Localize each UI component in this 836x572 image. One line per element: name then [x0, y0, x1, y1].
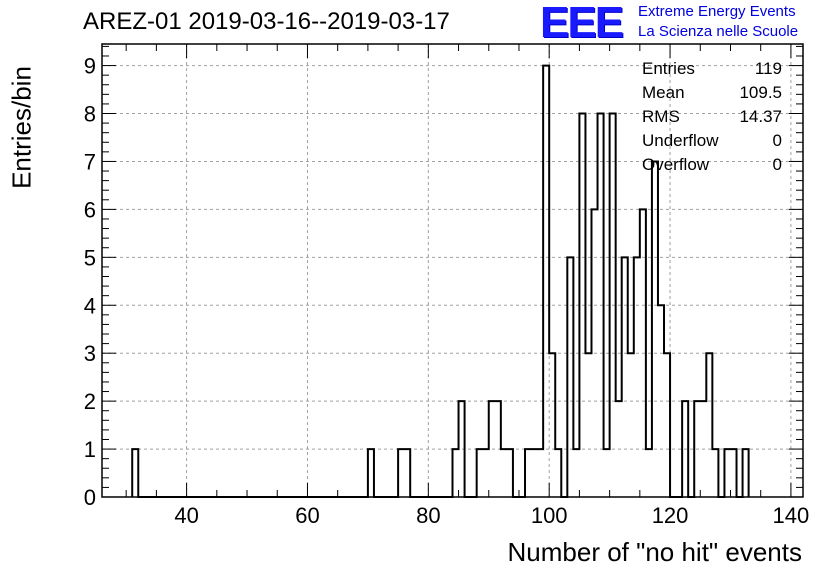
x-tick-label: 40	[174, 503, 198, 528]
histogram-bin	[404, 449, 410, 497]
eee-logo: EEE	[540, 0, 624, 47]
histogram-bin	[549, 353, 555, 497]
x-tick-label: 80	[416, 503, 440, 528]
histogram-bin	[712, 449, 718, 497]
histogram-bin	[700, 401, 706, 497]
histogram-bin	[495, 401, 501, 497]
y-tick-label: 7	[84, 149, 96, 174]
histogram-bin	[555, 449, 561, 497]
x-tick-label: 60	[295, 503, 319, 528]
histogram-bin	[501, 449, 507, 497]
stats-value: 119	[754, 59, 782, 78]
logo-line-1: Extreme Energy Events	[638, 3, 796, 20]
histogram-bin	[489, 401, 495, 497]
histogram-bin	[706, 353, 712, 497]
histogram-bin	[507, 449, 513, 497]
y-tick-label: 0	[84, 485, 96, 510]
histogram-bin	[682, 401, 688, 497]
stats-value: 0	[772, 131, 782, 150]
histogram-bin	[398, 449, 404, 497]
histogram-bin	[616, 401, 622, 497]
chart-title: AREZ-01 2019-03-16--2019-03-17	[83, 8, 450, 35]
histogram-bin	[730, 449, 736, 497]
histogram-bin	[658, 305, 664, 497]
x-tick-label: 140	[773, 503, 810, 528]
stats-value: 0	[772, 155, 782, 174]
stats-label: Entries	[642, 59, 695, 78]
x-tick-label: 120	[652, 503, 689, 528]
histogram-bin	[743, 449, 749, 497]
stats-value: 14.37	[739, 107, 782, 126]
stats-label: Underflow	[642, 131, 719, 150]
histogram-bin	[525, 449, 531, 497]
plot-frame	[101, 43, 804, 498]
histogram-bin	[368, 449, 374, 497]
histogram-bin	[453, 449, 459, 497]
histogram-bin	[459, 401, 465, 497]
histogram-bin	[567, 257, 573, 497]
y-tick-label: 9	[84, 54, 96, 79]
stats-row: Mean 109.5	[642, 83, 782, 107]
histogram-bin	[628, 353, 634, 497]
histogram-bin	[598, 114, 604, 497]
histogram-bin	[610, 114, 616, 497]
histogram-bin	[573, 449, 579, 497]
histogram-bin	[694, 401, 700, 497]
histogram-bin	[477, 449, 483, 497]
y-tick-label: 5	[84, 245, 96, 270]
stats-row: Overflow 0	[642, 155, 782, 179]
histogram-bin	[646, 449, 652, 497]
histogram-bin	[579, 114, 585, 497]
histogram-bin	[591, 209, 597, 497]
stats-label: Mean	[642, 83, 685, 102]
y-tick-label: 6	[84, 197, 96, 222]
histogram-bin	[531, 449, 537, 497]
stats-value: 109.5	[739, 83, 782, 102]
histogram-bin	[634, 257, 640, 497]
logo-caption: Extreme Energy Events La Scienza nelle S…	[638, 2, 798, 42]
x-axis-label: Number of "no hit" events	[507, 537, 803, 567]
y-tick-label: 1	[84, 437, 96, 462]
histogram-bin	[537, 449, 543, 497]
logo-line-2: La Scienza nelle Scuole	[638, 23, 799, 40]
y-tick-label: 4	[84, 293, 96, 318]
histogram-bin	[640, 209, 646, 497]
stats-row: Entries 119	[642, 59, 782, 83]
stats-row: Underflow 0	[642, 131, 782, 155]
x-tick-label: 100	[531, 503, 568, 528]
histogram-bin	[622, 257, 628, 497]
histogram-bin	[652, 161, 658, 497]
histogram-bin	[724, 449, 730, 497]
y-tick-label: 8	[84, 102, 96, 127]
stats-box: Entries 119 Mean 109.5 RMS 14.37 Underflow 0 Ove…	[642, 59, 782, 179]
histogram-bin	[132, 449, 138, 497]
stats-label: Overflow	[642, 155, 710, 174]
y-tick-label: 3	[84, 341, 96, 366]
histogram-bin	[664, 353, 670, 497]
stats-label: RMS	[642, 107, 680, 126]
y-tick-label: 2	[84, 389, 96, 414]
histogram-bin	[585, 353, 591, 497]
histogram-bin	[604, 449, 610, 497]
histogram-bin	[543, 66, 549, 497]
stats-row: RMS 14.37	[642, 107, 782, 131]
histogram-bin	[483, 449, 489, 497]
